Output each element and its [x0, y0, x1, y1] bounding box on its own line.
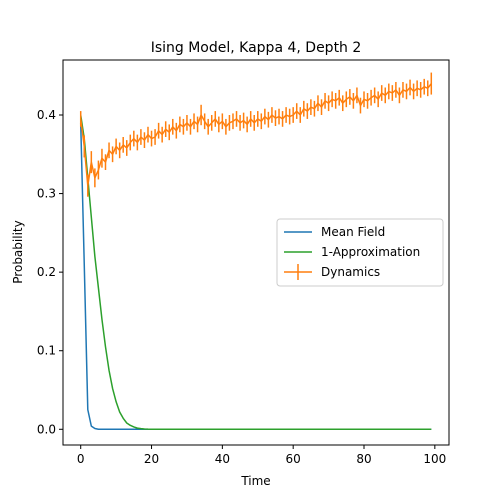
legend-box [276, 218, 444, 287]
series-dynamics [79, 72, 433, 197]
x-tick-label: 80 [356, 452, 371, 466]
y-tick-label: 0.1 [37, 344, 56, 358]
x-tick-label: 60 [286, 452, 301, 466]
axes-frame [62, 59, 450, 446]
x-tick-label: 40 [215, 452, 230, 466]
series-1-approximation [79, 114, 432, 431]
x-tick-label: 100 [423, 452, 446, 466]
series-layer [79, 72, 433, 431]
y-tick-label: 0.2 [37, 265, 56, 279]
y-tick-label: 0.0 [37, 422, 56, 436]
line-dynamics [79, 83, 432, 187]
x-axis-label: Time [240, 474, 270, 488]
legend: Mean Field 1-Approximation Dynamics [276, 218, 444, 287]
legend-label-mean-field: Mean Field [321, 225, 385, 239]
x-tick-label: 0 [77, 452, 85, 466]
line-1-approximation [79, 114, 432, 431]
y-axis-label: Probability [11, 220, 25, 283]
y-tick-label: 0.3 [37, 187, 56, 201]
chart-title: Ising Model, Kappa 4, Depth 2 [151, 40, 362, 56]
y-tick-label: 0.4 [37, 108, 56, 122]
legend-entry-1-approximation: 1-Approximation [284, 245, 420, 259]
axis-ticks: 0 20 40 60 80 100 0.0 0.1 0.2 0.3 0.4 [37, 108, 446, 466]
legend-label-1-approximation: 1-Approximation [321, 245, 420, 259]
legend-entry-mean-field: Mean Field [284, 225, 385, 239]
legend-entry-dynamics: Dynamics [284, 264, 380, 280]
x-tick-label: 20 [144, 452, 159, 466]
legend-label-dynamics: Dynamics [321, 265, 380, 279]
